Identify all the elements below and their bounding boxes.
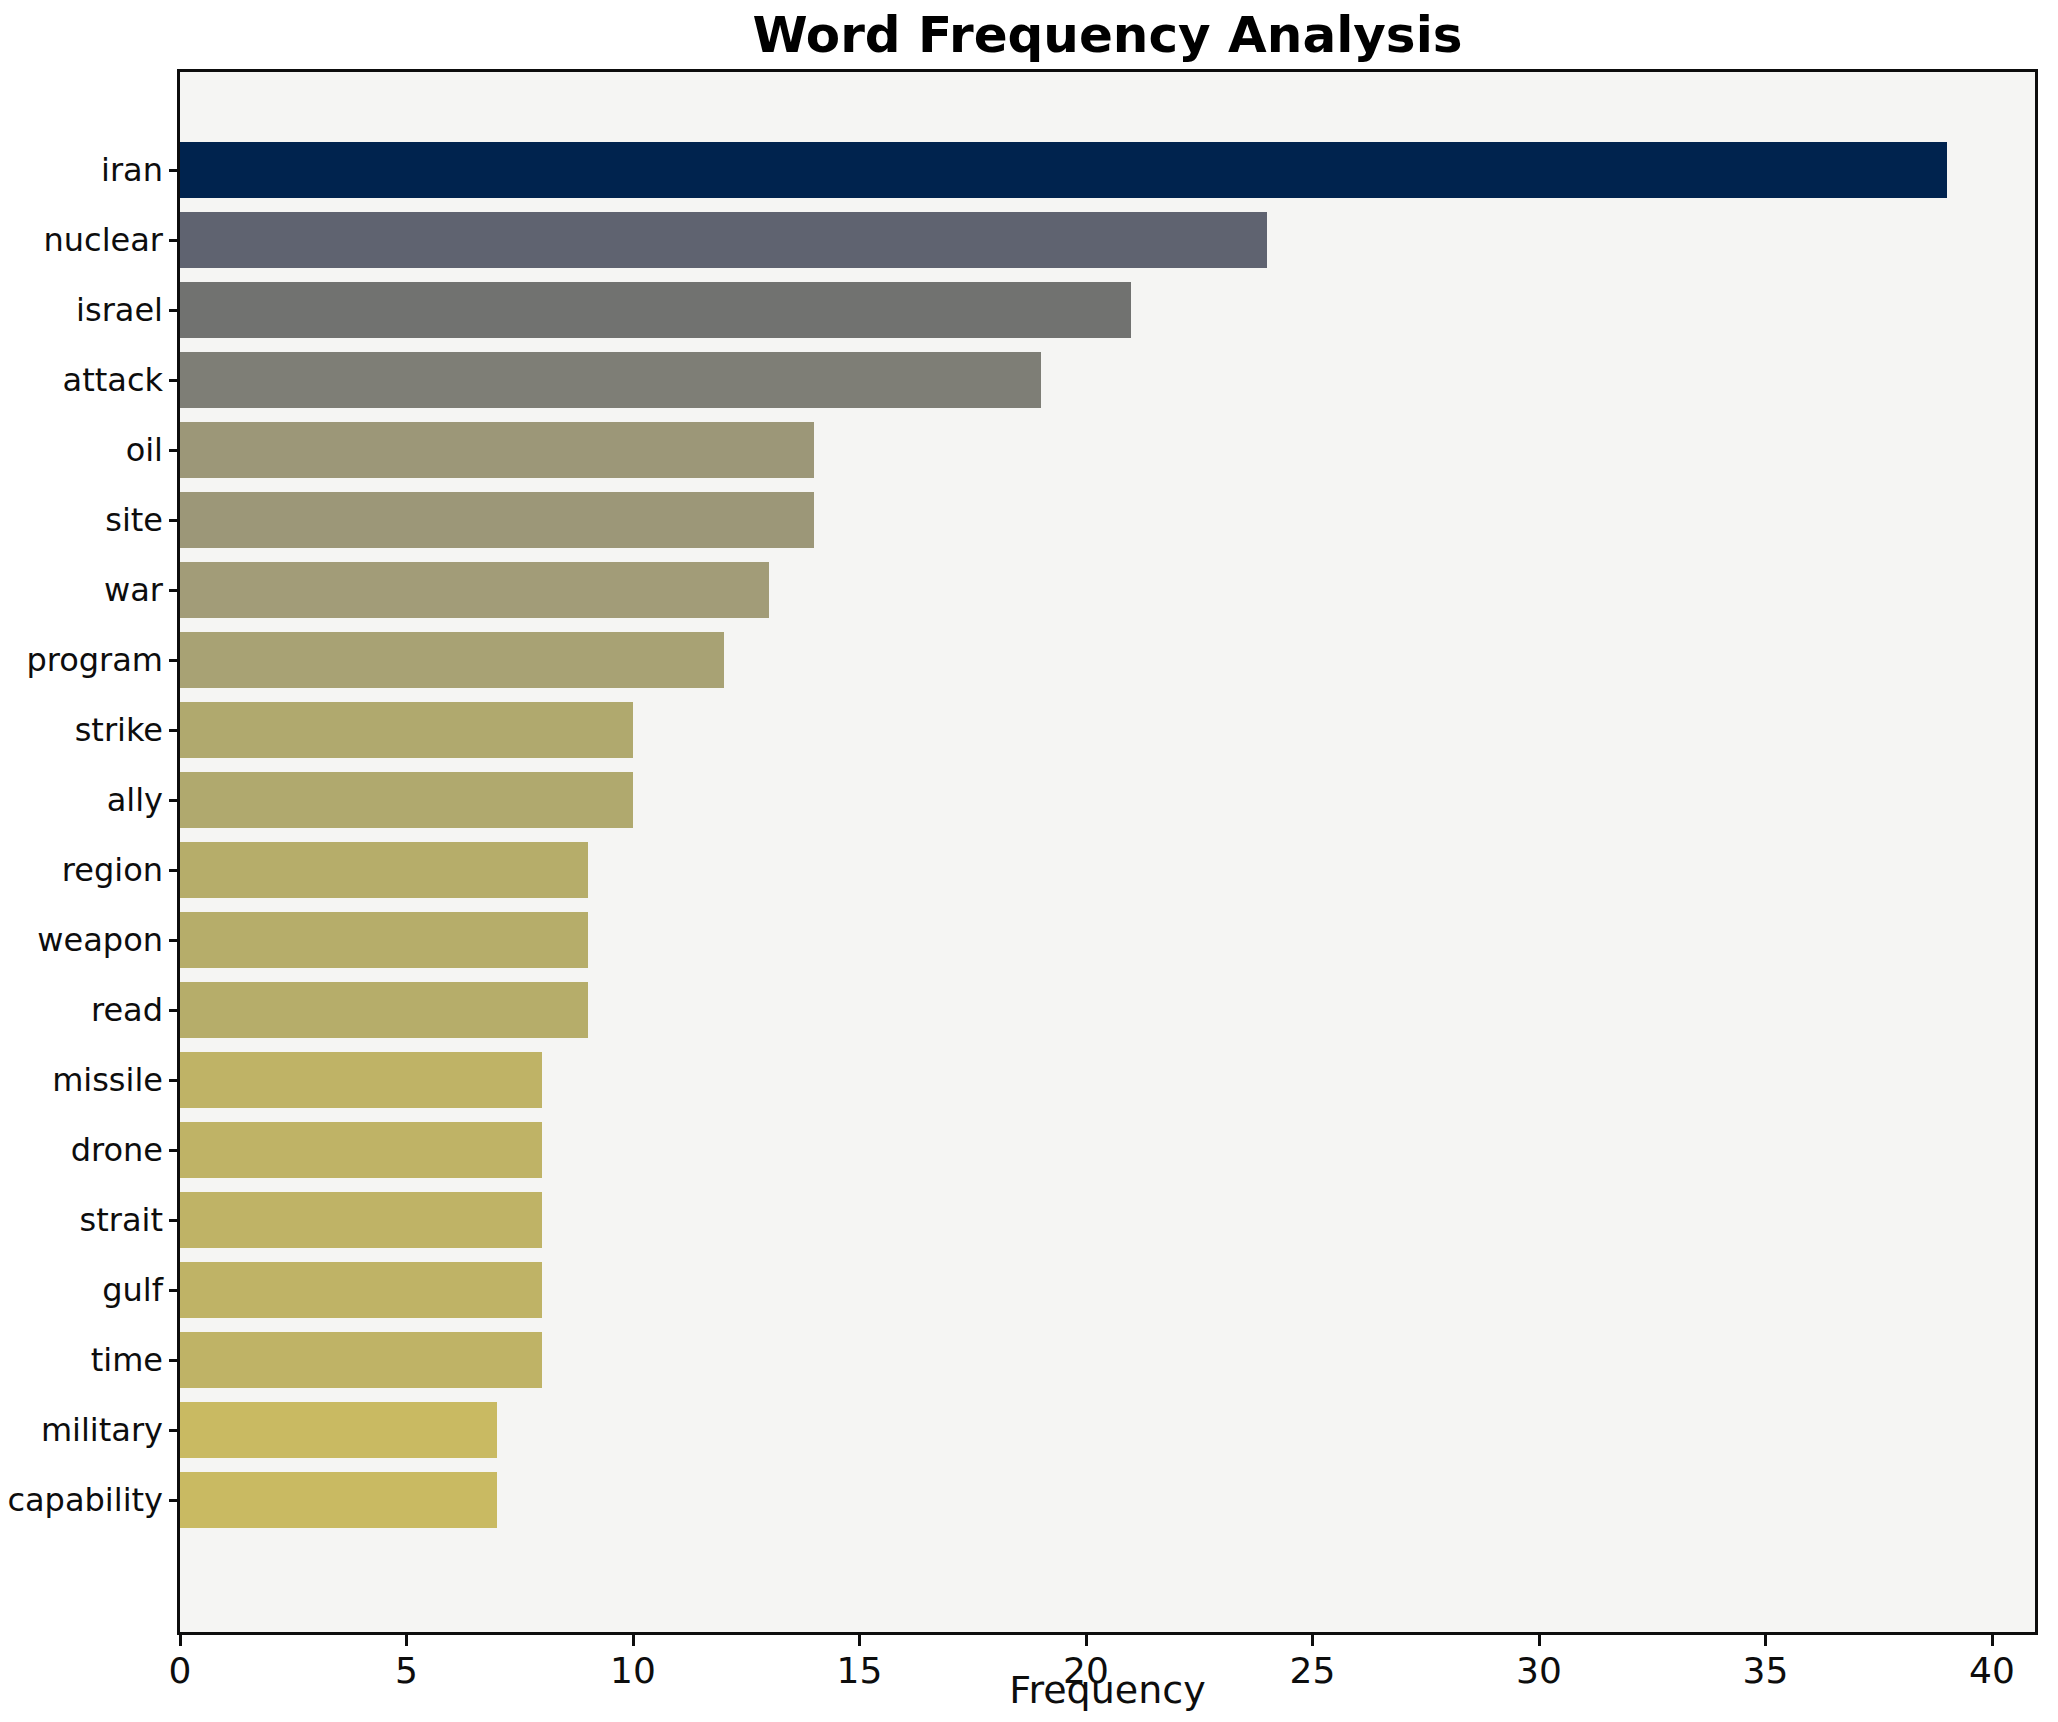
- y-tick: [169, 1149, 178, 1152]
- x-tick: [1085, 1635, 1088, 1646]
- x-tick: [1538, 1635, 1541, 1646]
- bar-nuclear: [180, 212, 1267, 268]
- x-axis-title: Frequency: [180, 1668, 2035, 1712]
- bar-capability: [180, 1472, 497, 1528]
- bar-read: [180, 982, 588, 1038]
- bar-drone: [180, 1122, 542, 1178]
- y-tick: [169, 1079, 178, 1082]
- plot-area: [177, 69, 2038, 1635]
- x-tick: [632, 1635, 635, 1646]
- y-tick-label: time: [0, 1342, 163, 1378]
- y-tick-label: iran: [0, 152, 163, 188]
- y-tick-label: israel: [0, 292, 163, 328]
- y-tick-label: missile: [0, 1062, 163, 1098]
- bar-attack: [180, 352, 1041, 408]
- y-tick: [169, 1009, 178, 1012]
- y-tick-label: drone: [0, 1132, 163, 1168]
- y-tick: [169, 589, 178, 592]
- bar-time: [180, 1332, 542, 1388]
- bar-iran: [180, 142, 1947, 198]
- y-tick: [169, 379, 178, 382]
- y-tick-label: war: [0, 572, 163, 608]
- y-tick: [169, 1499, 178, 1502]
- y-tick-label: military: [0, 1412, 163, 1448]
- y-tick: [169, 519, 178, 522]
- bar-missile: [180, 1052, 542, 1108]
- y-tick: [169, 1219, 178, 1222]
- bar-region: [180, 842, 588, 898]
- y-tick-label: ally: [0, 782, 163, 818]
- y-tick: [169, 1289, 178, 1292]
- bar-israel: [180, 282, 1131, 338]
- bar-weapon: [180, 912, 588, 968]
- y-tick: [169, 1359, 178, 1362]
- y-tick-label: attack: [0, 362, 163, 398]
- y-tick: [169, 449, 178, 452]
- y-tick: [169, 799, 178, 802]
- bar-strait: [180, 1192, 542, 1248]
- bar-ally: [180, 772, 633, 828]
- y-tick: [169, 939, 178, 942]
- y-tick-label: strait: [0, 1202, 163, 1238]
- bar-strike: [180, 702, 633, 758]
- x-tick: [1764, 1635, 1767, 1646]
- y-tick: [169, 169, 178, 172]
- y-tick-label: region: [0, 852, 163, 888]
- y-tick-label: oil: [0, 432, 163, 468]
- x-tick: [858, 1635, 861, 1646]
- y-tick: [169, 869, 178, 872]
- x-tick: [1311, 1635, 1314, 1646]
- y-tick-label: nuclear: [0, 222, 163, 258]
- chart-title: Word Frequency Analysis: [180, 6, 2035, 64]
- y-tick-label: weapon: [0, 922, 163, 958]
- y-tick-label: program: [0, 642, 163, 678]
- y-tick-label: read: [0, 992, 163, 1028]
- y-tick: [169, 729, 178, 732]
- y-tick: [169, 239, 178, 242]
- x-tick: [1991, 1635, 1994, 1646]
- x-tick: [179, 1635, 182, 1646]
- y-tick-label: gulf: [0, 1272, 163, 1308]
- bar-military: [180, 1402, 497, 1458]
- bar-war: [180, 562, 769, 618]
- x-tick: [405, 1635, 408, 1646]
- bar-site: [180, 492, 814, 548]
- y-tick-label: site: [0, 502, 163, 538]
- bar-gulf: [180, 1262, 542, 1318]
- y-tick: [169, 659, 178, 662]
- bar-program: [180, 632, 724, 688]
- y-tick-label: capability: [0, 1482, 163, 1518]
- y-tick-label: strike: [0, 712, 163, 748]
- bar-oil: [180, 422, 814, 478]
- y-tick: [169, 309, 178, 312]
- y-tick: [169, 1429, 178, 1432]
- figure: Word Frequency Analysis iran nuclear israe…: [0, 0, 2058, 1722]
